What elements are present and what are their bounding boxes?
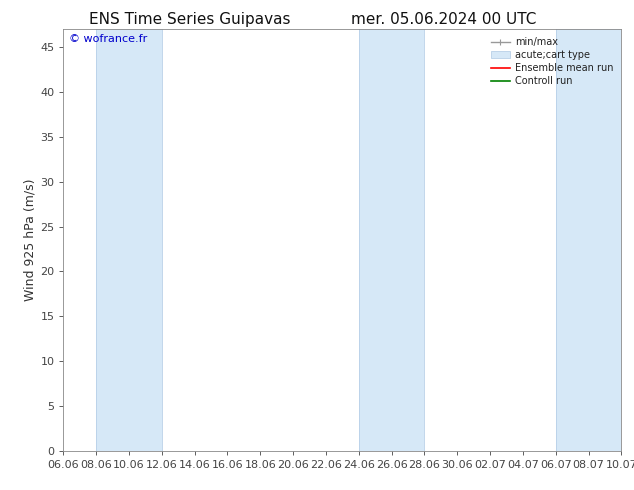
Bar [359, 29, 424, 451]
Y-axis label: Wind 925 hPa (m/s): Wind 925 hPa (m/s) [23, 179, 36, 301]
Text: mer. 05.06.2024 00 UTC: mer. 05.06.2024 00 UTC [351, 12, 536, 27]
Bar [555, 29, 621, 451]
Legend: min/max, acute;cart type, Ensemble mean run, Controll run: min/max, acute;cart type, Ensemble mean … [488, 34, 616, 89]
Text: ENS Time Series Guipavas: ENS Time Series Guipavas [89, 12, 291, 27]
Text: © wofrance.fr: © wofrance.fr [69, 34, 147, 44]
Bar [96, 29, 162, 451]
